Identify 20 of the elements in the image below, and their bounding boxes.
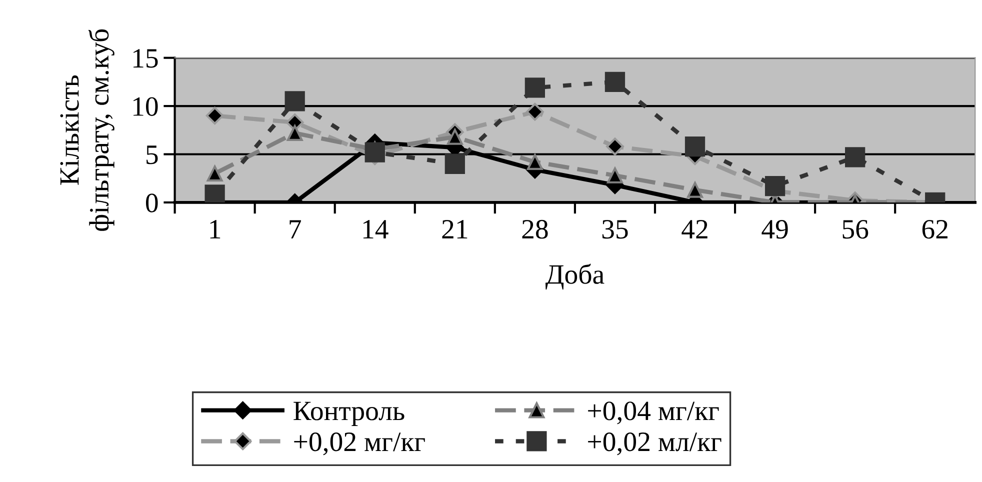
x-tick-label: 1 xyxy=(210,220,220,238)
legend-label: +0,04 мг/кг xyxy=(588,402,719,424)
y-axis-title: Кількість фільтрату, см.куб xyxy=(60,29,114,231)
x-tick-label: 7 xyxy=(290,220,301,238)
x-tick-label: 62 xyxy=(922,220,948,239)
y-tick-label: 15 xyxy=(133,49,158,68)
y-tick-label: 0 xyxy=(146,194,158,212)
x-tick-label: 14 xyxy=(363,220,388,238)
y-tick-label: 10 xyxy=(133,97,158,116)
legend-label: +0,02 мл/кг xyxy=(588,432,722,456)
x-tick-label: 42 xyxy=(682,220,708,238)
x-tick-label: 35 xyxy=(602,220,628,239)
y-tick-label: 5 xyxy=(146,146,158,164)
x-tick-label: 21 xyxy=(442,220,468,238)
legend-label: +0,02 мг/кг xyxy=(294,432,425,456)
legend-label: Контроль xyxy=(294,402,404,426)
x-tick-label: 49 xyxy=(762,220,788,239)
x-tick-label: 28 xyxy=(522,220,548,239)
x-tick-label: 56 xyxy=(842,220,868,239)
x-axis-title: Доба xyxy=(546,264,604,290)
